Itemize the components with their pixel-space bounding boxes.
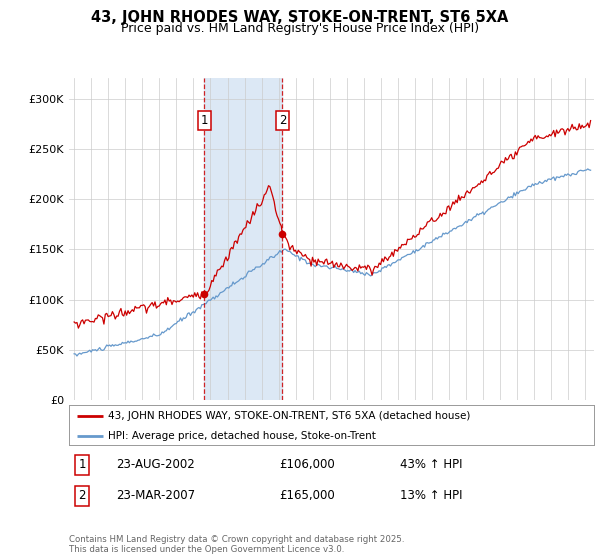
Text: 2: 2 [278,114,286,127]
Text: Price paid vs. HM Land Registry's House Price Index (HPI): Price paid vs. HM Land Registry's House … [121,22,479,35]
Text: 43, JOHN RHODES WAY, STOKE-ON-TRENT, ST6 5XA: 43, JOHN RHODES WAY, STOKE-ON-TRENT, ST6… [91,10,509,25]
Text: 23-AUG-2002: 23-AUG-2002 [116,458,195,472]
Text: £106,000: £106,000 [279,458,335,472]
Text: 13% ↑ HPI: 13% ↑ HPI [400,489,462,502]
Text: 2: 2 [79,489,86,502]
Text: Contains HM Land Registry data © Crown copyright and database right 2025.
This d: Contains HM Land Registry data © Crown c… [69,535,404,554]
Text: HPI: Average price, detached house, Stoke-on-Trent: HPI: Average price, detached house, Stok… [109,431,376,441]
Text: 1: 1 [200,114,208,127]
Text: 1: 1 [79,458,86,472]
Text: £165,000: £165,000 [279,489,335,502]
Text: 43, JOHN RHODES WAY, STOKE-ON-TRENT, ST6 5XA (detached house): 43, JOHN RHODES WAY, STOKE-ON-TRENT, ST6… [109,411,471,421]
Text: 43% ↑ HPI: 43% ↑ HPI [400,458,462,472]
Bar [205,78,283,400]
Text: 23-MAR-2007: 23-MAR-2007 [116,489,196,502]
